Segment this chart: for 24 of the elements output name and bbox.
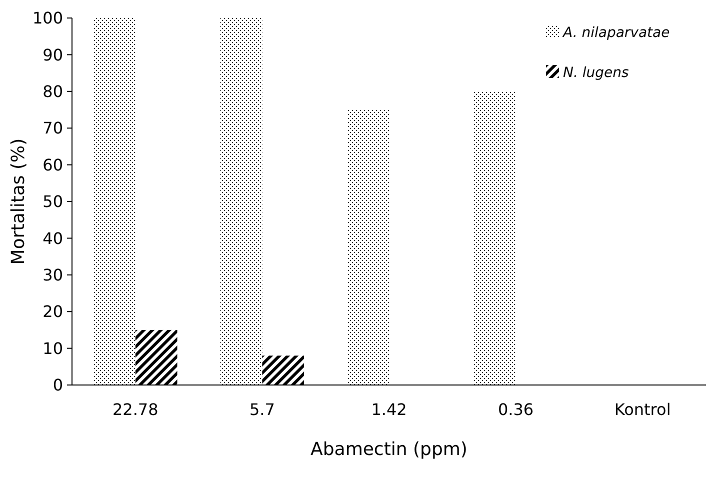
x-tick-label: 0.36	[498, 400, 534, 419]
bar	[135, 330, 178, 385]
x-tick-label: 5.7	[249, 400, 275, 419]
y-tick-label: 70	[42, 118, 63, 138]
legend-label: N. lugens	[563, 64, 629, 81]
y-tick-label: 100	[32, 8, 63, 28]
y-tick-label: 0	[52, 376, 63, 395]
y-tick-label: 60	[42, 155, 63, 174]
x-tick-label: Kontrol	[614, 400, 671, 419]
y-tick-label: 90	[42, 45, 63, 64]
y-tick-label: 50	[42, 192, 63, 212]
x-tick-label: 22.78	[112, 400, 158, 419]
y-tick-label: 10	[42, 338, 63, 358]
legend-label: A. nilaparvatae	[562, 24, 670, 41]
bar	[220, 18, 262, 385]
y-tick-label: 80	[42, 82, 63, 101]
bar	[262, 356, 304, 385]
x-axis-title: Abamectin (ppm)	[310, 439, 468, 460]
y-tick-label: 20	[42, 302, 63, 322]
x-tick-label: 1.42	[371, 400, 407, 419]
y-tick-label: 40	[42, 228, 63, 248]
y-axis-title: Mortalitas (%)	[8, 138, 29, 265]
y-tick-label: 30	[42, 266, 63, 284]
bar	[94, 18, 136, 385]
